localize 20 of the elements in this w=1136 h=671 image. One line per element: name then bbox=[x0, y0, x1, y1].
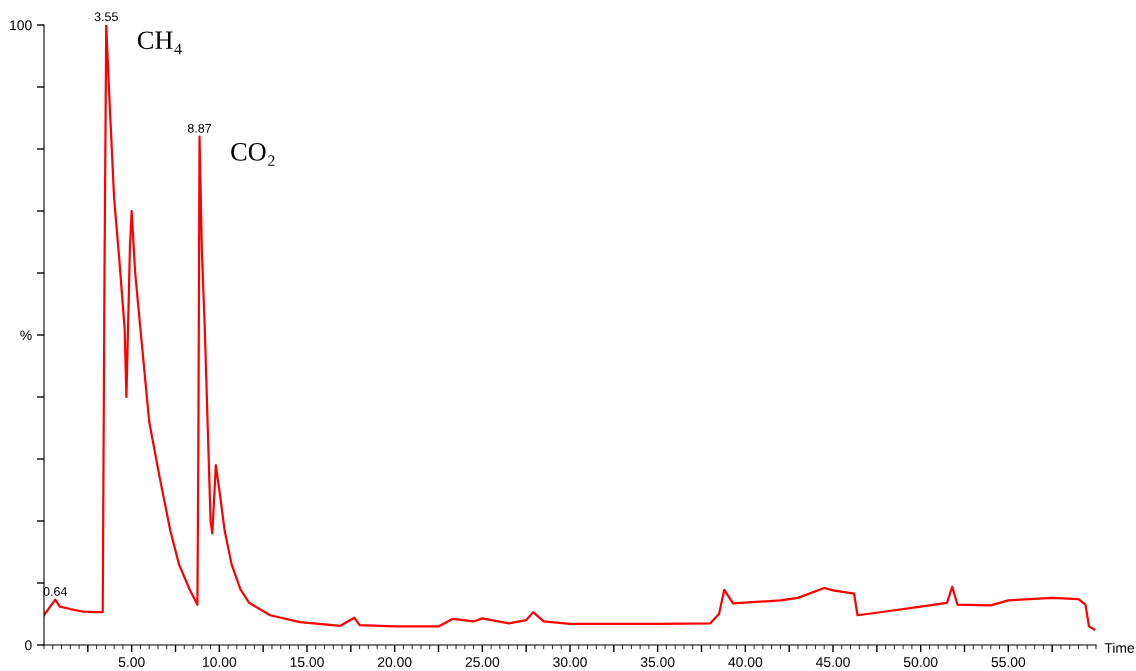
x-tick-label: 20.00 bbox=[377, 657, 412, 668]
annotation: CH₄ bbox=[137, 31, 182, 55]
x-tick-label: 40.00 bbox=[728, 657, 763, 668]
line-series bbox=[44, 25, 1096, 631]
x-tick-label: 55.00 bbox=[991, 657, 1026, 668]
annotation: 8.87 bbox=[187, 123, 212, 133]
x-tick-label: 50.00 bbox=[903, 657, 938, 668]
y-tick-label: 0 bbox=[25, 640, 32, 651]
x-tick-label: 15.00 bbox=[290, 657, 324, 668]
x-tick-label: 35.00 bbox=[640, 657, 675, 668]
x-tick-label: 45.00 bbox=[815, 657, 850, 668]
annotation: CO₂ bbox=[231, 142, 275, 166]
x-axis-title: Time bbox=[1104, 642, 1135, 653]
y-tick-label: 100 bbox=[10, 20, 32, 31]
y-tick-label: % bbox=[20, 330, 32, 341]
x-tick-label: 25.00 bbox=[465, 657, 500, 668]
x-tick-label: 5.00 bbox=[118, 657, 145, 668]
x-tick-label: 10.00 bbox=[203, 657, 237, 668]
x-tick-label: 30.00 bbox=[553, 657, 587, 668]
annotation: 3.55 bbox=[94, 12, 118, 22]
